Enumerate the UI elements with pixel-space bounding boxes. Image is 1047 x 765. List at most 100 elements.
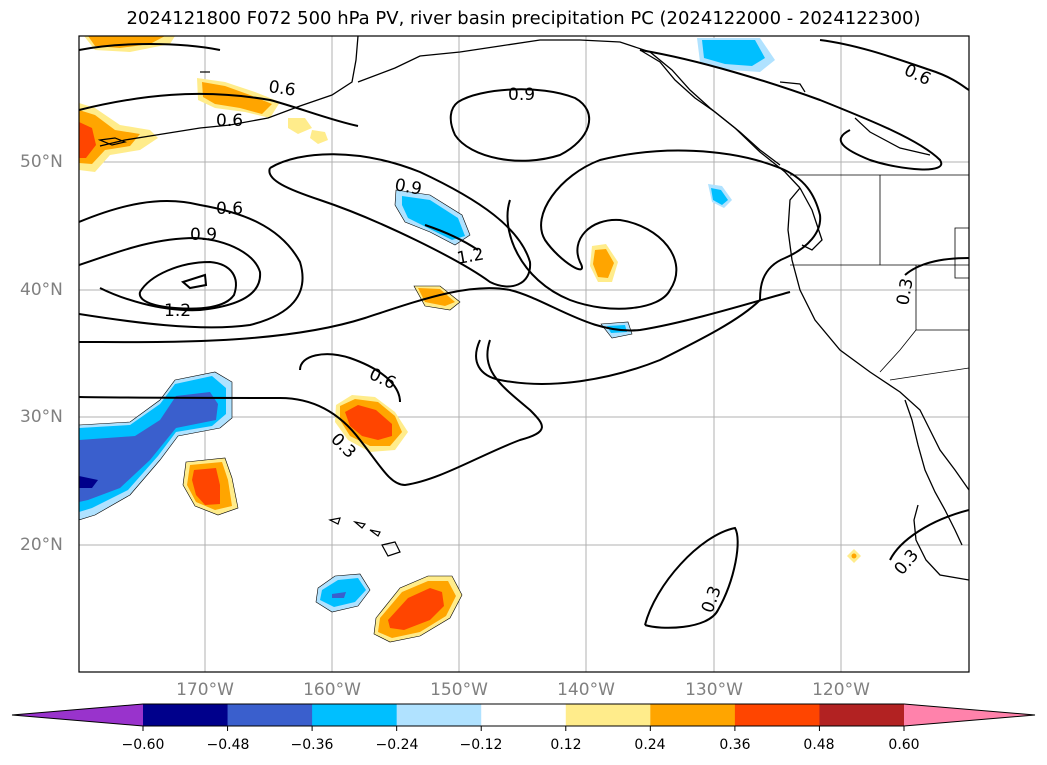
pv-contour-0.6 [299, 353, 401, 403]
colorbar [11, 703, 1036, 731]
pv-contour-0.9 [79, 236, 262, 312]
pv-contour-1.2 [424, 224, 479, 251]
longitude-label: 140°W [557, 680, 615, 700]
aleutian-island [97, 137, 128, 146]
pv-contour-0.3 [904, 257, 969, 276]
colorbar-tick-label: −0.36 [290, 737, 334, 753]
kauai-outline [328, 517, 341, 525]
pv-contour-0.6 [79, 92, 359, 127]
chart-title: 2024121800 F072 500 hPa PV, river basin … [126, 8, 921, 29]
state-outline [954, 227, 969, 279]
latitude-label: 50°N [20, 152, 63, 172]
precip-positive-area [310, 130, 328, 144]
precip-positive-area [79, 110, 140, 164]
map-background [79, 36, 969, 672]
precip-outline [413, 285, 461, 311]
pv-contour-0.9 [268, 153, 532, 288]
precip-positive-area [851, 553, 857, 559]
latitude-label: 20°N [20, 535, 63, 555]
precip-positive-area [345, 405, 392, 440]
pv-contours [79, 39, 969, 629]
precip-outline [373, 575, 463, 643]
longitude-label: 130°W [685, 680, 743, 700]
precip-negative-area [332, 592, 346, 598]
colorbar-cell [819, 704, 905, 726]
contour-label: 1.2 [164, 301, 191, 321]
us-west-coast [787, 187, 969, 491]
longitude-label: 170°W [176, 680, 234, 700]
precip-outlines [79, 189, 633, 643]
colorbar-cell [227, 704, 313, 726]
longitude-label: 160°W [303, 680, 361, 700]
longitude-label: 150°W [430, 680, 488, 700]
precip-outline [394, 189, 471, 246]
oahu-outline [352, 520, 367, 529]
colorbar-cell [481, 704, 567, 726]
precip-outline [600, 321, 633, 339]
colorbar-tick-label: −0.48 [206, 737, 250, 753]
contour-label: 0.6 [216, 199, 243, 219]
colorbar-tick-label: 0.36 [719, 737, 751, 753]
contour-label: 0.9 [190, 225, 217, 245]
pv-contour-0.3 [79, 339, 543, 487]
precip-positive-area [79, 122, 96, 158]
pv-contour-0.6 [79, 287, 791, 344]
pv-contour-0.6 [819, 39, 969, 91]
contour-label: 0.3 [893, 277, 917, 307]
pv-contour-0.3 [889, 509, 969, 561]
precip-negative-area [711, 188, 728, 205]
map-frame [78, 35, 970, 673]
colorbar-cell [734, 704, 820, 726]
latitude-label: 40°N [20, 280, 63, 300]
ca-nv-border [879, 329, 917, 373]
pv-contour-0.6 [79, 43, 221, 51]
contour-label: 1.2 [455, 245, 485, 269]
pv-contour-0.9 [449, 88, 591, 162]
colorbar-cells [143, 704, 905, 726]
alaska-bc-coast [357, 39, 801, 189]
map-area: 0.6 0.6 0.9 0.9 0.6 0.9 1.2 1.2 0.6 0.3 … [79, 36, 969, 672]
contour-label: 0.9 [393, 175, 423, 199]
colorbar-cell [565, 704, 651, 726]
islands [97, 71, 931, 557]
colorbar-cell [650, 704, 736, 726]
colorbar-tick-label: 0.60 [888, 737, 920, 753]
colorbar-tick-label: 0.12 [550, 737, 582, 753]
longitude-label: 120°W [812, 680, 870, 700]
precip-outline [315, 573, 371, 613]
gridlines [79, 36, 969, 672]
maui-outline [369, 529, 381, 537]
precip-outline [79, 371, 233, 521]
colorbar-ticks [142, 726, 905, 731]
precip-positive-area [202, 82, 272, 114]
pv-contour-0.6 [639, 49, 943, 171]
bc-inlet [854, 117, 931, 156]
contour-label: 0.6 [267, 77, 297, 101]
contour-label: 0.6 [216, 111, 243, 131]
latitude-label: 30°N [20, 407, 63, 427]
precip-positive-area [418, 288, 455, 306]
precip-negative-area [402, 196, 465, 240]
us-mexico-border [889, 367, 969, 381]
colorbar-tick-label: −0.24 [375, 737, 419, 753]
political-borders [790, 174, 969, 381]
baja-california [904, 399, 963, 546]
precip-fills [79, 36, 861, 642]
colorbar-tick-label: 0.48 [803, 737, 835, 753]
colorbar-tick-label: 0.24 [634, 737, 666, 753]
precip-positive-area [192, 468, 220, 505]
precip-outline [182, 457, 239, 516]
precip-negative-area [702, 40, 765, 66]
coastlines [99, 36, 969, 581]
colorbar-cell [143, 704, 229, 726]
mexico-mainland-coast [913, 504, 969, 581]
pv-contour-0.9 [475, 149, 822, 385]
pv-contour-0.3 [644, 526, 739, 629]
pv-contour-0.6 [79, 200, 304, 329]
alaska-coast [99, 36, 359, 147]
contour-label: 0.9 [508, 85, 535, 105]
hawaii-big-island-outline [381, 541, 401, 557]
colorbar-cell [396, 704, 482, 726]
colorbar-tick-label: −0.12 [459, 737, 503, 753]
